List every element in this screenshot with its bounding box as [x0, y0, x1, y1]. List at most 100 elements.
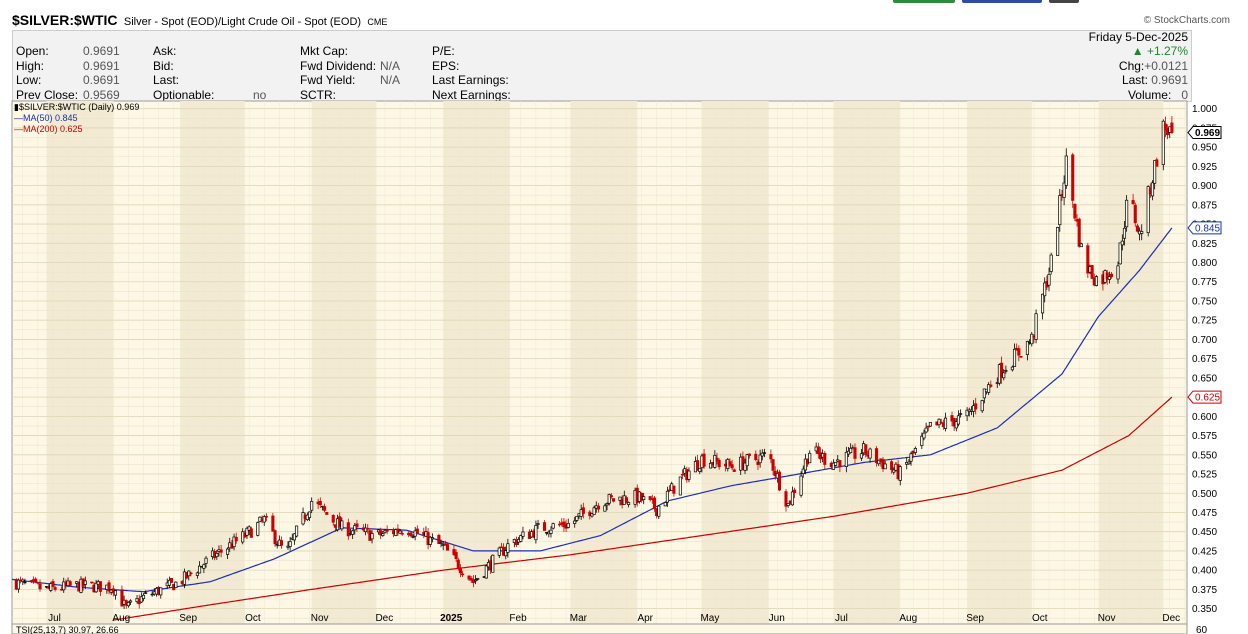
candle-body [883, 463, 887, 470]
candle-body [232, 536, 236, 548]
fwd-yield-value: N/A [380, 73, 401, 87]
candle-body [1116, 265, 1120, 280]
candle-body [202, 564, 206, 569]
last-price-value: 0.9691 [1151, 73, 1188, 87]
candle-body [355, 523, 359, 528]
candle-body [1109, 273, 1114, 278]
candle-body [400, 533, 404, 535]
candle-body [982, 388, 986, 399]
candle-body [801, 468, 805, 474]
candle-body [803, 458, 807, 471]
prev-close-label: Prev Close: [16, 88, 79, 102]
candle-body [844, 451, 848, 467]
candle-body [519, 535, 523, 542]
candle-body [38, 583, 42, 590]
candle-body [596, 505, 600, 510]
top-nav-button[interactable] [893, 0, 955, 3]
candle-body [926, 425, 930, 428]
y-tick-label: 0.350 [1192, 604, 1217, 615]
candle-body [271, 515, 275, 532]
candle-body [758, 454, 762, 464]
candle-body [1056, 227, 1060, 256]
y-tick-label: 0.875 [1192, 200, 1217, 211]
ma50-tag-text: 0.845 [1195, 223, 1220, 234]
candle-body [195, 572, 199, 576]
candle-body [536, 523, 540, 525]
candle-body [150, 593, 154, 596]
ma50-tag: 0.845 [1187, 221, 1222, 234]
candle-body [1041, 293, 1045, 314]
candle-body [1094, 276, 1098, 286]
candle-body [249, 528, 253, 538]
candle-body [461, 573, 465, 576]
pe-label: P/E: [432, 44, 455, 58]
candle-body [428, 536, 432, 545]
open-value: 0.9691 [83, 44, 120, 58]
candle-body [665, 490, 669, 503]
candle-body [627, 502, 631, 505]
candle-body [745, 454, 749, 467]
candle-body [974, 403, 978, 410]
chart-exchange: CME [367, 17, 388, 27]
candle-body [762, 452, 766, 454]
candle-body [226, 548, 230, 555]
candle-body [62, 581, 66, 591]
candle-body [743, 462, 747, 471]
candle-body [687, 470, 691, 480]
x-tick-label: Dec [1162, 613, 1180, 624]
y-tick-label: 0.775 [1192, 277, 1217, 288]
candle-body [439, 542, 443, 544]
candle-body [325, 512, 329, 515]
x-tick-label: Nov [1098, 613, 1116, 624]
candle-body [1133, 204, 1137, 224]
quote-header-panel: Open: 0.9691 High: 0.9691 Low: 0.9691 Pr… [12, 30, 1192, 102]
high-value: 0.9691 [83, 59, 120, 73]
candle-body [1025, 341, 1030, 355]
candle-body [1125, 199, 1129, 228]
top-nav-button[interactable] [962, 0, 1042, 3]
x-tick-label: Nov [311, 613, 329, 624]
month-band [46, 101, 114, 624]
y-tick-label: 0.925 [1192, 162, 1217, 173]
candle-body [551, 523, 555, 529]
candle-body [398, 530, 402, 534]
last-price-tag-box [1187, 126, 1222, 140]
volume-label: Volume: [1127, 88, 1172, 102]
last-label: Last: [153, 73, 180, 87]
candle-body [36, 582, 40, 584]
candle-body [1043, 282, 1047, 297]
y-tick-label: 0.500 [1192, 489, 1217, 500]
candle-body [987, 384, 991, 393]
y-tick-label: 0.450 [1192, 527, 1217, 538]
candle-body [581, 507, 585, 514]
stockcharts-logo[interactable]: © StockCharts.com [1143, 15, 1230, 26]
candle-body [611, 498, 616, 502]
candle-body [144, 592, 148, 594]
candle-body [215, 553, 219, 558]
candle-body [318, 500, 322, 506]
candle-body [853, 447, 857, 459]
candle-body [956, 415, 961, 425]
candle-body [264, 515, 268, 518]
ma200-tag: 0.625 [1187, 390, 1222, 404]
candle-body [219, 549, 223, 553]
candle-body [760, 452, 764, 457]
candle-body [696, 460, 700, 471]
ma200-tag-text: 0.625 [1195, 393, 1220, 404]
candle-body [909, 453, 913, 462]
candle-body [288, 541, 292, 547]
candle-body [1064, 155, 1068, 186]
candle-body [680, 473, 685, 476]
candle-icon: ▮ [14, 102, 19, 112]
candle-body [728, 461, 732, 466]
candle-body [698, 467, 702, 472]
ma50-group [11, 227, 1173, 593]
last-price-tag-text: 0.969 [1195, 128, 1220, 139]
candle-body [607, 494, 611, 504]
ask-label: Ask: [153, 44, 177, 58]
candle-body [939, 421, 943, 424]
candle-body [678, 476, 682, 496]
top-nav-button[interactable] [1049, 0, 1079, 3]
candle-body [892, 469, 896, 473]
